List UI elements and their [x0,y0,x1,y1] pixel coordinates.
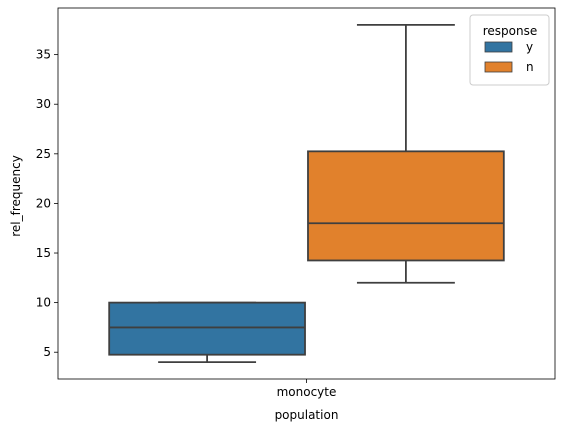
y-tick-label: 5 [43,345,51,359]
y-tick-label: 15 [36,246,51,260]
y-tick-label: 10 [36,296,51,310]
box-body [307,150,505,262]
box-y [108,301,306,364]
legend-label-y: y [526,40,533,54]
box-group [108,23,505,364]
box-n [307,23,505,284]
y-tick-label: 25 [36,147,51,161]
x-axis-label: population [275,408,339,422]
y-tick-label: 35 [36,48,51,62]
legend-label-n: n [526,60,534,74]
y-axis-label: rel_frequency [9,155,23,237]
legend-swatch-y [484,41,513,53]
legend-entries: yn [484,40,534,74]
legend: response yn [469,14,550,86]
legend-title: response [483,24,538,38]
x-axis-ticks: monocyte [277,379,337,399]
y-tick-label: 20 [36,196,51,210]
y-tick-label: 30 [36,97,51,111]
legend-swatch-n [484,61,513,73]
box-body [108,301,306,356]
y-axis-ticks: 5 10 15 20 25 30 35 [36,48,58,359]
x-tick-label: monocyte [277,385,337,399]
plot-frame [57,7,556,380]
